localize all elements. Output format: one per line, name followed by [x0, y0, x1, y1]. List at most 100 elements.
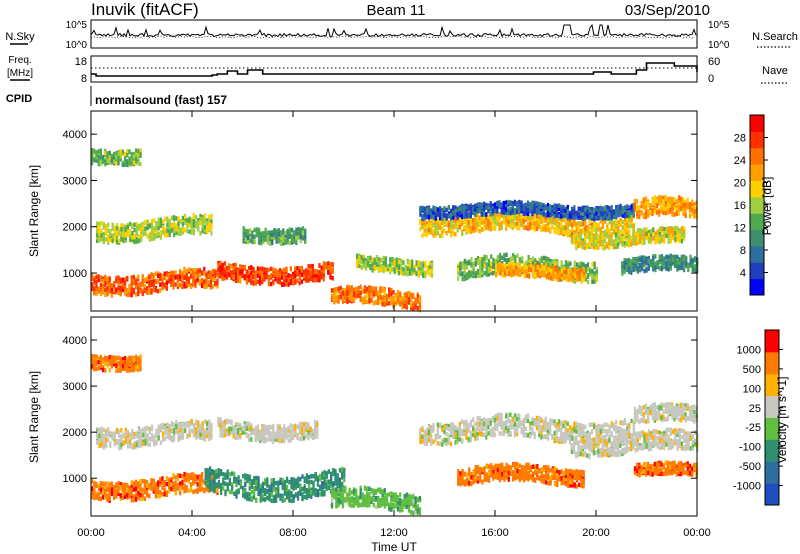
heatmap-cell — [445, 214, 448, 220]
heatmap-cell — [230, 264, 233, 269]
heatmap-cell — [126, 292, 129, 297]
heatmap-cell — [133, 233, 136, 239]
heatmap-cell — [174, 275, 177, 280]
heatmap-cell — [146, 279, 149, 284]
heatmap-cell — [478, 229, 481, 234]
heatmap-cell — [490, 261, 493, 267]
heatmap-cell — [547, 267, 550, 272]
heatmap-cell — [529, 202, 532, 207]
heatmap-cell — [318, 274, 321, 279]
heatmap-cell — [571, 209, 574, 214]
heatmap-cell — [390, 291, 393, 297]
heatmap-cell — [478, 215, 481, 220]
heatmap-cell — [122, 223, 125, 229]
heatmap-cell — [647, 229, 650, 235]
heatmap-cell — [388, 288, 391, 293]
heatmap-cell — [543, 266, 546, 271]
heatmap-cell — [564, 231, 567, 236]
heatmap-cell — [421, 224, 424, 230]
heatmap-cell — [538, 257, 541, 263]
heatmap-cell — [307, 271, 310, 276]
heatmap-cell — [250, 270, 253, 276]
heatmap-cell — [628, 213, 631, 218]
heatmap-cell — [209, 285, 212, 290]
heatmap-cell — [139, 282, 142, 287]
heatmap-cell — [623, 240, 626, 246]
heatmap-cell — [675, 204, 678, 209]
heatmap-cell — [513, 221, 516, 227]
heatmap-cell — [686, 203, 689, 208]
heatmap-cell — [416, 299, 419, 304]
heatmap-cell — [636, 256, 639, 261]
nsearch-series — [90, 35, 696, 39]
heatmap-cell — [621, 266, 624, 271]
heatmap-cell — [441, 216, 444, 221]
heatmap-cell — [126, 228, 130, 234]
heatmap-cell — [175, 230, 178, 236]
heatmap-cell — [140, 230, 143, 235]
heatmap-cell — [599, 218, 602, 224]
heatmap-cell — [593, 207, 596, 213]
heatmap-cell — [667, 239, 670, 244]
heatmap-cell — [501, 265, 504, 271]
heatmap-cell — [358, 263, 361, 268]
heatmap-cell — [179, 231, 182, 236]
heatmap-cell — [201, 280, 204, 286]
heatmap-cell — [465, 227, 468, 233]
heatmap-cell — [185, 283, 188, 289]
heatmap-cell — [479, 273, 482, 278]
heatmap-cell — [579, 241, 582, 246]
heatmap-cell — [524, 210, 527, 216]
heatmap-cell — [590, 222, 594, 227]
heatmap-cell — [640, 201, 643, 206]
heatmap-cell — [496, 201, 499, 207]
heatmap-cell — [187, 267, 190, 272]
heatmap-cell — [524, 215, 527, 221]
heatmap-cell — [141, 291, 144, 296]
heatmap-cell — [590, 229, 594, 234]
heatmap-cell — [104, 287, 107, 293]
heatmap-cell — [268, 241, 272, 246]
heatmap-cell — [680, 232, 683, 238]
heatmap-cell — [653, 195, 656, 200]
heatmap-cell — [612, 228, 616, 233]
heatmap-cell — [148, 274, 151, 279]
heatmap-cell — [599, 215, 602, 220]
heatmap-cell — [524, 225, 527, 231]
heatmap-cell — [472, 209, 475, 214]
heatmap-cell — [254, 277, 257, 282]
heatmap-cell — [428, 221, 431, 226]
heatmap-cell — [632, 267, 635, 273]
heatmap-cell — [636, 269, 639, 274]
heatmap-cell — [296, 278, 299, 284]
heatmap-cell — [266, 240, 269, 245]
heatmap-cell — [586, 232, 589, 237]
heatmap-cell — [563, 266, 566, 271]
heatmap-cell — [586, 205, 589, 210]
heatmap-cell — [577, 211, 580, 217]
heatmap-cell — [547, 263, 550, 268]
nsky-label: N.Sky — [5, 31, 35, 43]
heatmap-cell — [98, 221, 101, 227]
heatmap-cell — [542, 255, 546, 261]
heatmap-cell — [540, 219, 543, 224]
heatmap-cell — [115, 287, 118, 293]
heatmap-cell — [677, 199, 681, 204]
heatmap-cell — [512, 253, 515, 258]
heatmap-cell — [296, 266, 299, 271]
heatmap-cell — [203, 271, 206, 276]
heatmap-cell — [382, 255, 385, 261]
heatmap-cell — [278, 279, 281, 284]
heatmap-cell — [584, 277, 587, 282]
heatmap-cell — [567, 270, 570, 275]
heatmap-cell — [201, 271, 204, 276]
heatmap-cell — [91, 276, 94, 281]
heatmap-cell — [476, 213, 479, 219]
heatmap-cell — [639, 232, 642, 238]
heatmap-cell — [174, 282, 177, 287]
heatmap-cell — [405, 298, 408, 303]
heatmap-cell — [309, 276, 312, 281]
heatmap-cell — [355, 290, 358, 295]
heatmap-cell — [693, 205, 696, 210]
heatmap-cell — [536, 272, 539, 278]
